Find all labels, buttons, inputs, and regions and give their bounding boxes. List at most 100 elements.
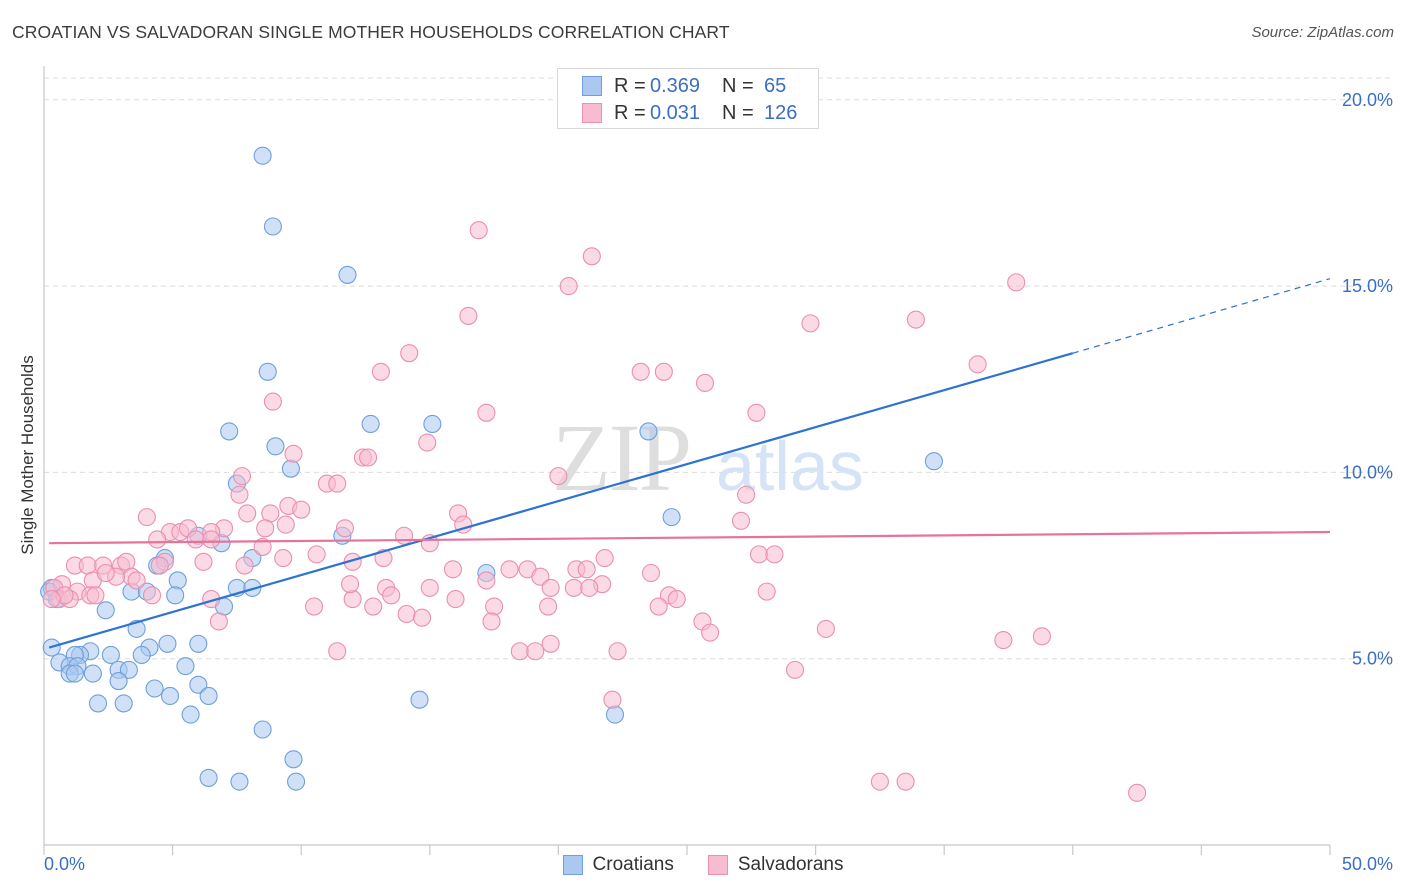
croatian-point [253,720,272,739]
salvadoran-point [274,549,293,568]
salvadoran-point [397,604,416,624]
salvadoran-point [374,549,393,568]
legend-item-salvadorans[interactable]: Salvadorans [707,852,843,878]
croatian-point [220,422,239,441]
croatian-point [96,601,115,620]
salvadoran-point [263,392,282,411]
n-value: 65 [764,74,787,97]
croatian-point [199,768,218,787]
croatian-trend-line [48,352,1074,649]
salvadoran-point [235,556,254,575]
salvadoran-point [695,373,715,393]
series-legend: Croatians Salvadorans [0,852,1406,878]
source-label: Source: ZipAtlas.com [1251,24,1394,41]
salvadoran-point [371,362,390,381]
croatian-point [166,586,185,605]
salvadoran-point [469,221,488,240]
croatian-point [119,660,138,679]
salvadoran-point [500,560,519,579]
salvadoran-point [580,578,599,597]
salvadoran-point [667,590,686,609]
croatian-point [160,686,180,706]
salvadoran-point [137,508,156,527]
r-value: 0.369 [650,74,701,97]
salvadoran-point [142,586,162,605]
salvadoran-point [564,578,583,597]
salvadoran-point [641,563,661,583]
salvadoran-point [747,403,766,422]
salvadoran-point [549,467,568,486]
legend-item-croatians[interactable]: Croatians [562,852,674,878]
salvadoran-point [186,530,205,549]
n-value: 126 [764,101,798,124]
croatian-point [284,750,303,769]
croatian-point [263,217,282,236]
watermark-zip: ZIP [552,404,690,511]
legend-label-croatians: Croatians [592,854,674,875]
croatian-point [88,694,108,713]
salvadoran-point [400,344,419,363]
salvadoran-point [816,619,835,638]
salvadoran-point [582,247,601,266]
croatian-point [101,645,120,665]
salvadoran-point [202,530,221,549]
n-label: N = [722,101,754,124]
r-value: 0.031 [650,101,701,124]
salvadoran-point [343,590,362,609]
salvadoran-point [150,556,169,575]
salvadoran-point [42,590,61,609]
salvadoran-point [1007,273,1026,292]
croatian-point [145,679,164,698]
croatian-swatch [562,855,583,875]
croatian-swatch [582,76,602,96]
salvadoran-point [148,530,167,549]
croatian-point [109,672,128,691]
croatian-point [181,705,200,724]
croatian-point [65,664,84,683]
salvadoran-swatch [582,103,602,123]
salvadoran-point [603,690,622,709]
croatian-point [230,772,249,791]
legend-row-croatians: R = 0.369 N = 65 [582,74,786,98]
axes [43,66,1331,855]
x-tick-label-end: 50.0% [1342,854,1393,874]
croatian-point [189,675,208,694]
croatian-point [258,362,277,381]
salvadoran-point [328,474,347,493]
salvadoran-point [654,362,673,381]
croatian-point [83,664,102,683]
salvadoran-point [305,597,324,616]
salvadoran-point [482,612,501,631]
croatian-point [423,414,442,434]
salvadoran-point [577,560,596,579]
croatian-point [338,265,357,284]
salvadoran-point [86,586,105,605]
salvadoran-point [276,515,295,534]
salvadoran-point [649,597,668,616]
salvadoran-point [595,549,614,568]
salvadoran-point [395,526,414,545]
y-tick-label: 20.0% [1342,90,1393,110]
salvadoran-point [292,500,311,519]
salvadoran-point [232,467,252,486]
salvadoran-point [341,575,360,594]
croatian-point [114,694,133,713]
salvadoran-point [757,582,776,601]
salvadoran-point [749,545,769,564]
y-tick-label: 10.0% [1342,462,1393,482]
salvadoran-point [418,433,437,452]
salvadoran-point [328,642,347,661]
salvadoran-point [631,362,650,381]
salvadoran-point [477,403,496,422]
salvadoran-point [559,277,578,296]
salvadoran-point [194,552,213,571]
y-tick-label: 15.0% [1342,276,1393,296]
croatian-point [176,657,195,676]
salvadoran-point [485,597,504,616]
croatian-point [199,686,218,706]
croatian-point [253,146,272,165]
salvadoran-point [785,660,805,679]
salvadoran-point [510,642,529,661]
salvadoran-point [230,485,249,504]
